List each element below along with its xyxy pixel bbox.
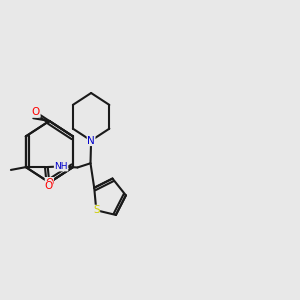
Text: O: O — [45, 178, 53, 188]
Text: S: S — [93, 205, 100, 215]
Text: N: N — [87, 136, 95, 146]
Text: O: O — [44, 182, 52, 191]
Text: NH: NH — [54, 162, 68, 171]
Text: O: O — [32, 107, 40, 117]
